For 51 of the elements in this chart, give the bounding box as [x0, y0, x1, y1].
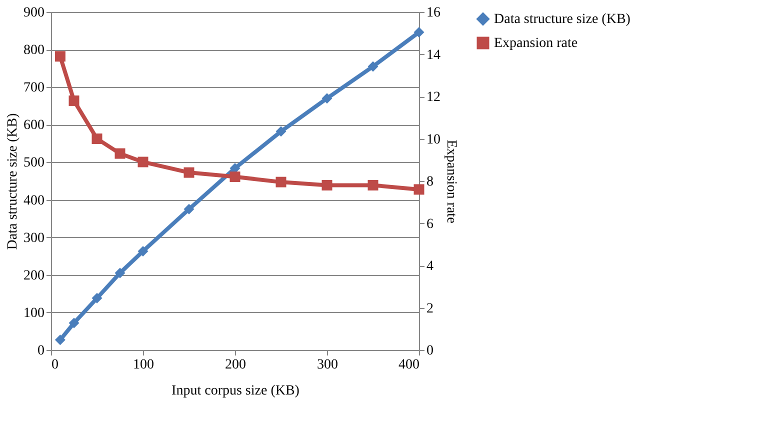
point	[322, 180, 332, 190]
point	[92, 134, 102, 144]
y2-tick-label: 12	[426, 90, 440, 105]
point	[230, 172, 240, 182]
y-tick-label: 600	[24, 118, 44, 134]
y2-axis-title: Expansion rate	[444, 140, 458, 224]
y-tick-label: 0	[38, 344, 44, 358]
point	[414, 184, 424, 195]
point	[276, 176, 286, 188]
y2-tick-label: 4	[426, 259, 434, 274]
point	[414, 27, 424, 38]
y-tick-label: 500	[24, 156, 44, 171]
point	[368, 180, 378, 190]
point	[68, 95, 80, 106]
point	[138, 156, 148, 168]
y2-tick-label: 2	[426, 301, 434, 316]
point	[114, 268, 126, 278]
x-tick-label: 100	[133, 358, 154, 372]
point	[54, 51, 66, 62]
x-tick-label: 400	[398, 358, 420, 372]
y-tick-label: 900	[24, 6, 44, 20]
y2-tick-label: 14	[426, 48, 440, 63]
y-tick-label: 200	[24, 268, 44, 284]
y-tick-label: 400	[24, 193, 44, 208]
y2-tick-label: 0	[426, 344, 434, 358]
y2-tick-label: 10	[426, 132, 440, 148]
y-axis-title: Data structure size (KB)	[6, 112, 20, 250]
y2-tick-label: 6	[426, 216, 434, 232]
x-tick-label: 0	[52, 358, 58, 372]
point	[68, 318, 80, 328]
legend-label: Data structure size (KB)	[494, 12, 631, 27]
point	[114, 148, 126, 159]
x-tick-label: 200	[225, 358, 246, 372]
y2-tick-label: 8	[426, 174, 434, 190]
point	[368, 61, 378, 72]
point	[138, 246, 148, 256]
point	[184, 167, 194, 178]
y-tick-label: 700	[24, 80, 44, 96]
point	[54, 334, 66, 346]
point	[276, 126, 286, 137]
x-axis-title: Input corpus size (KB)	[172, 384, 300, 398]
y2-tick-label: 16	[426, 6, 440, 20]
y-tick-label: 800	[24, 43, 44, 58]
point	[184, 204, 194, 214]
x-tick-label: 300	[317, 358, 338, 372]
point	[322, 93, 332, 104]
point	[230, 162, 240, 174]
y-tick-label: 300	[24, 230, 44, 246]
point	[92, 292, 102, 304]
legend-label: Expansion rate	[494, 36, 578, 51]
y-tick-label: 100	[24, 306, 44, 321]
